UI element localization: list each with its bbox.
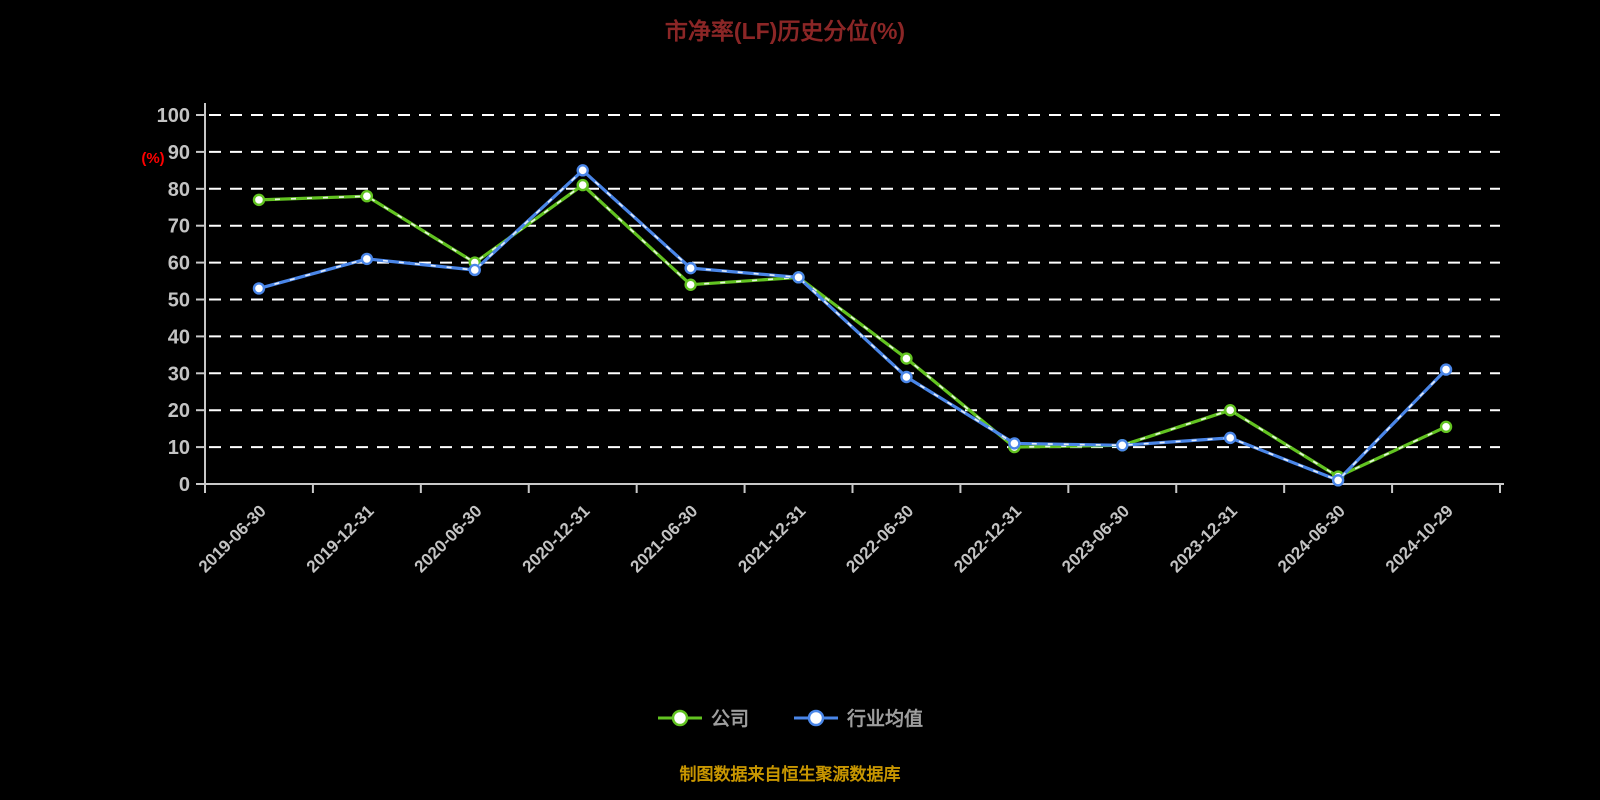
series-line — [258, 183, 1447, 479]
data-point — [684, 261, 697, 275]
industry-series-marker-icon — [794, 709, 838, 726]
data-point — [576, 178, 589, 192]
series-line — [258, 168, 1448, 482]
data-point — [468, 263, 481, 277]
legend: 公司 行业均值 — [0, 704, 1580, 731]
data-point — [1116, 439, 1129, 452]
y-tick-label: 100 — [157, 105, 190, 127]
legend-label-industry-average: 行业均值 — [847, 709, 924, 730]
x-tick-label: 2020-12-31 — [519, 501, 594, 576]
y-tick-label: 80 — [168, 179, 190, 201]
data-point — [360, 189, 374, 203]
x-tick-label: 2022-06-30 — [842, 501, 917, 576]
legend-item-industry-average[interactable]: 行业均值 — [793, 704, 923, 731]
x-tick-label: 2022-12-31 — [950, 501, 1025, 576]
y-tick-label: 60 — [168, 253, 190, 275]
data-point — [792, 271, 805, 284]
y-tick-label: 20 — [168, 400, 190, 422]
y-tick-label: 50 — [168, 290, 190, 312]
x-tick-label: 2023-06-30 — [1058, 501, 1133, 576]
data-point — [1224, 404, 1237, 417]
data-point — [1331, 474, 1345, 487]
data-point — [576, 164, 589, 177]
y-tick-label: 40 — [168, 326, 190, 348]
legend-item-company[interactable]: 公司 — [657, 704, 749, 731]
y-tick-label: 70 — [168, 216, 190, 238]
data-point — [900, 370, 913, 384]
data-point — [1439, 363, 1453, 376]
y-tick-label: 10 — [168, 437, 190, 459]
x-tick-label: 2021-06-30 — [627, 501, 702, 576]
data-point — [684, 278, 697, 291]
x-tick-label: 2019-06-30 — [195, 501, 270, 576]
legend-label-company: 公司 — [710, 709, 749, 730]
x-tick-label: 2019-12-31 — [303, 501, 378, 576]
data-point — [900, 352, 913, 365]
x-tick-label: 2021-12-31 — [734, 501, 809, 576]
line-chart: 0 10 20 30 40 50 60 70 80 90 100 (%) 2019-06-30 2019-… — [141, 103, 1504, 576]
y-tick-label: 30 — [168, 363, 190, 385]
x-tick-label: 2020-06-30 — [411, 501, 486, 576]
series-line-dash-overlay — [258, 184, 1447, 478]
x-tick-label: 2024-06-30 — [1274, 501, 1349, 576]
y-axis-unit-label: (%) — [141, 150, 164, 167]
data-point — [252, 193, 266, 207]
data-point — [252, 282, 266, 295]
company-series-marker-icon — [657, 709, 702, 726]
x-tick-label: 2024-10-29 — [1382, 501, 1457, 576]
y-tick-label: 0 — [179, 474, 190, 496]
x-tick-label: 2023-12-31 — [1166, 501, 1241, 576]
y-tick-label: 90 — [168, 142, 190, 164]
data-point — [1224, 431, 1237, 445]
data-point — [360, 252, 374, 266]
data-source-note: 制图数据来自恒生聚源数据库 — [679, 765, 901, 784]
data-point — [1008, 437, 1021, 450]
chart-title: 市净率(LF)历史分位(%) — [664, 18, 906, 44]
data-point — [1439, 420, 1453, 434]
